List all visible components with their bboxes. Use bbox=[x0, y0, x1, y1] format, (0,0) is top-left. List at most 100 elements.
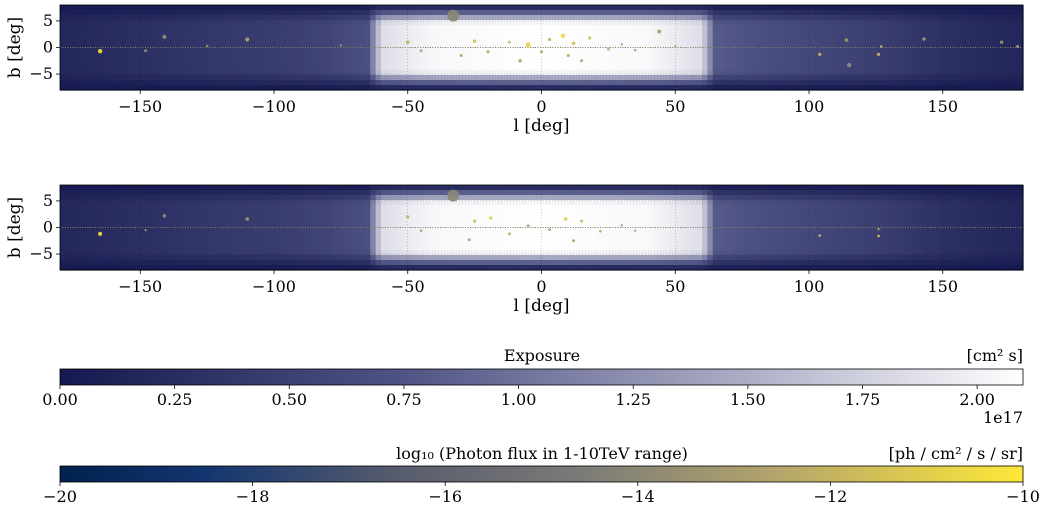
exposure-cell bbox=[86, 40, 93, 46]
exposure-cell bbox=[247, 215, 254, 221]
exposure-cell bbox=[568, 245, 575, 251]
exposure-cell bbox=[402, 220, 409, 226]
exposure-cell bbox=[648, 70, 655, 76]
exposure-cell bbox=[493, 185, 500, 191]
exposure-cell bbox=[167, 195, 173, 201]
exposure-cell bbox=[343, 20, 350, 26]
exposure-cell bbox=[691, 30, 698, 36]
exposure-cell bbox=[536, 35, 543, 41]
exposure-cell bbox=[274, 245, 280, 251]
exposure-cell bbox=[525, 250, 532, 256]
exposure-cell bbox=[124, 80, 131, 86]
exposure-cell bbox=[648, 15, 655, 21]
exposure-cell bbox=[225, 80, 232, 86]
exposure-cell bbox=[482, 215, 489, 221]
exposure-cell bbox=[466, 40, 473, 46]
exposure-cell bbox=[199, 70, 206, 76]
exposure-cell bbox=[284, 65, 291, 71]
exposure-cell bbox=[616, 5, 623, 11]
exposure-cell bbox=[257, 65, 264, 71]
exposure-cell bbox=[702, 75, 708, 81]
exposure-cell bbox=[814, 15, 821, 21]
exposure-cell bbox=[1017, 80, 1024, 86]
exposure-cell bbox=[188, 60, 195, 66]
exposure-cell bbox=[504, 200, 510, 206]
exposure-cell bbox=[311, 15, 318, 21]
exposure-cell bbox=[1017, 15, 1024, 21]
exposure-cell bbox=[284, 55, 291, 61]
exposure-cell bbox=[937, 80, 944, 86]
exposure-cell bbox=[514, 265, 521, 271]
exposure-cell bbox=[685, 70, 692, 76]
exposure-cell bbox=[225, 20, 232, 26]
exposure-cell bbox=[145, 70, 152, 76]
exposure-cell bbox=[397, 205, 403, 211]
exposure-cell bbox=[113, 30, 120, 36]
exposure-cell bbox=[354, 265, 361, 271]
exposure-cell bbox=[60, 195, 66, 201]
exposure-cell bbox=[990, 45, 997, 51]
exposure-cell bbox=[498, 260, 505, 266]
exposure-cell bbox=[471, 240, 478, 246]
exposure-cell bbox=[937, 70, 944, 76]
exposure-cell bbox=[461, 40, 468, 46]
exposure-cell bbox=[204, 80, 211, 86]
exposure-cell bbox=[300, 205, 307, 211]
exposure-cell bbox=[455, 10, 462, 16]
exposure-cell bbox=[252, 220, 259, 226]
exposure-cell bbox=[552, 85, 559, 91]
exposure-cell bbox=[600, 40, 607, 46]
exposure-cell bbox=[990, 10, 997, 16]
exposure-cell bbox=[916, 80, 922, 86]
exposure-cell bbox=[423, 220, 430, 226]
exposure-cell bbox=[220, 230, 227, 236]
exposure-cell bbox=[65, 220, 72, 226]
exposure-cell bbox=[97, 205, 104, 211]
exposure-cell bbox=[498, 220, 505, 226]
exposure-cell bbox=[568, 65, 575, 71]
exposure-cell bbox=[381, 210, 387, 216]
exposure-cell bbox=[605, 25, 612, 31]
exposure-cell bbox=[873, 70, 880, 76]
exposure-cell bbox=[611, 20, 617, 26]
exposure-cell bbox=[300, 15, 307, 21]
exposure-cell bbox=[129, 30, 136, 36]
exposure-cell bbox=[225, 240, 232, 246]
exposure-cell bbox=[177, 215, 184, 221]
exposure-cell bbox=[477, 65, 484, 71]
exposure-cell bbox=[300, 190, 307, 196]
exposure-cell bbox=[921, 20, 928, 26]
exposure-cell bbox=[284, 205, 291, 211]
exposure-cell bbox=[926, 75, 933, 81]
exposure-cell bbox=[835, 75, 842, 81]
exposure-cell bbox=[439, 190, 446, 196]
exposure-cell bbox=[883, 35, 890, 41]
exposure-cell bbox=[92, 215, 99, 221]
exposure-cell bbox=[263, 25, 270, 31]
exposure-cell bbox=[819, 80, 826, 86]
exposure-cell bbox=[247, 85, 254, 91]
exposure-cell bbox=[477, 10, 484, 16]
exposure-cell bbox=[616, 245, 623, 251]
exposure-cell bbox=[102, 245, 109, 251]
exposure-cell bbox=[477, 255, 484, 261]
exposure-cell bbox=[359, 10, 366, 16]
exposure-cell bbox=[910, 25, 917, 31]
exposure-cell bbox=[477, 240, 484, 246]
exposure-cell bbox=[455, 215, 462, 221]
exposure-cell bbox=[980, 70, 987, 76]
exposure-cell bbox=[996, 40, 1003, 46]
exposure-cell bbox=[322, 75, 329, 81]
exposure-cell bbox=[771, 50, 778, 56]
exposure-cell bbox=[102, 205, 109, 211]
exposure-cell bbox=[520, 200, 527, 206]
exposure-cell bbox=[193, 205, 200, 211]
exposure-cell bbox=[611, 195, 617, 201]
exposure-cell bbox=[193, 265, 200, 271]
exposure-cell bbox=[632, 30, 639, 36]
exposure-cell bbox=[488, 15, 494, 21]
exposure-cell bbox=[611, 220, 617, 226]
exposure-cell bbox=[167, 15, 173, 21]
exposure-cell bbox=[97, 250, 104, 256]
exposure-cell bbox=[268, 240, 275, 246]
